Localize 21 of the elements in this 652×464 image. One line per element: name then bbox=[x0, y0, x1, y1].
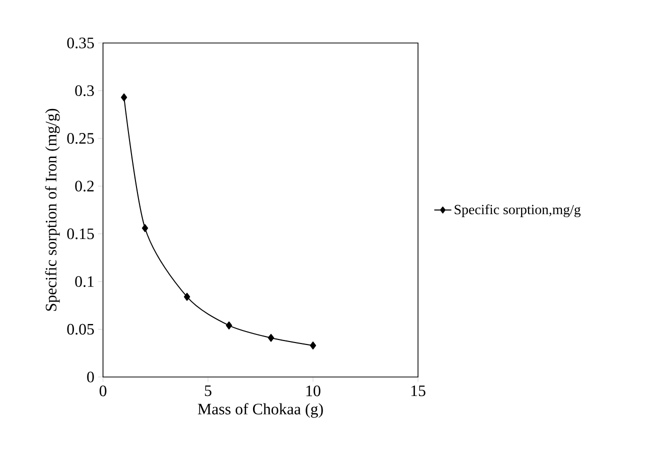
y-axis-title: Specific sorption of Iron (mg/g) bbox=[45, 108, 60, 311]
point bbox=[226, 321, 232, 330]
x-tick-label: 0 bbox=[100, 385, 106, 396]
y-tick-label: 0.15 bbox=[67, 228, 94, 240]
y-tick-label: 0.1 bbox=[75, 276, 94, 287]
point bbox=[310, 342, 316, 350]
x-tick-label: 5 bbox=[204, 385, 212, 396]
y-tick-label: 0.3 bbox=[75, 85, 94, 96]
y-tick-label: 0 bbox=[87, 372, 94, 382]
point bbox=[142, 224, 148, 232]
point bbox=[184, 292, 190, 301]
legend-label: Specific sorption,mg/g bbox=[454, 204, 581, 218]
x-axis-title: Mass of Chokaa (g) bbox=[198, 403, 323, 418]
point bbox=[268, 334, 274, 342]
point bbox=[120, 93, 128, 102]
y-tick-label: 0.05 bbox=[67, 324, 94, 335]
y-tick-label: 0.35 bbox=[67, 38, 94, 48]
x-tick-label: 10 bbox=[306, 385, 320, 396]
x-tick-label: 15 bbox=[411, 385, 426, 396]
y-tick-label: 0.25 bbox=[67, 133, 94, 144]
y-tick-label: 0.2 bbox=[75, 180, 94, 192]
